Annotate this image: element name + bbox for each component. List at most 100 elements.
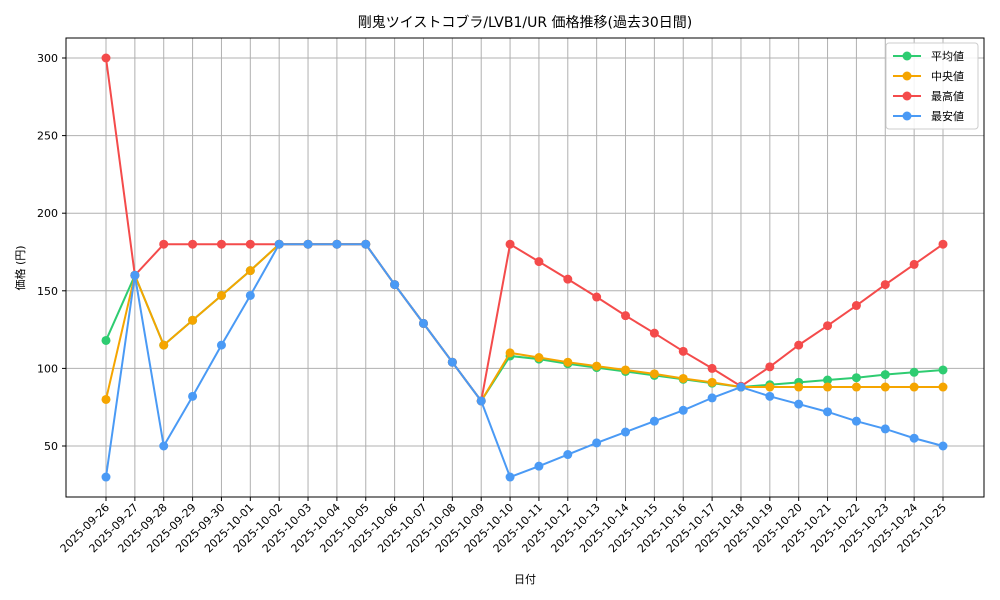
data-point bbox=[246, 266, 255, 275]
data-point bbox=[881, 383, 890, 392]
data-point bbox=[102, 395, 111, 404]
data-point bbox=[390, 280, 399, 289]
data-point bbox=[361, 240, 370, 249]
legend-marker-icon bbox=[903, 52, 912, 61]
data-point bbox=[563, 450, 572, 459]
data-point bbox=[881, 424, 890, 433]
data-point bbox=[159, 341, 168, 350]
data-point bbox=[852, 373, 861, 382]
y-tick-label: 150 bbox=[37, 285, 58, 298]
data-point bbox=[130, 271, 139, 280]
data-point bbox=[939, 442, 948, 451]
legend-label: 中央値 bbox=[931, 70, 964, 83]
legend-marker-icon bbox=[903, 72, 912, 81]
data-point bbox=[852, 383, 861, 392]
x-axis-ticks: 2025-09-262025-09-272025-09-282025-09-29… bbox=[58, 497, 949, 555]
data-point bbox=[939, 240, 948, 249]
y-tick-label: 300 bbox=[37, 52, 58, 65]
data-point bbox=[246, 240, 255, 249]
data-point bbox=[650, 329, 659, 338]
legend-marker-icon bbox=[903, 112, 912, 121]
y-tick-label: 250 bbox=[37, 130, 58, 143]
data-point bbox=[621, 428, 630, 437]
line-chart: 剛鬼ツイストコブラ/LVB1/UR 価格推移(過去30日間) 50 100 150 2… bbox=[0, 0, 1000, 600]
data-point bbox=[765, 383, 774, 392]
data-point bbox=[506, 348, 515, 357]
chart-title: 剛鬼ツイストコブラ/LVB1/UR 価格推移(過去30日間) bbox=[358, 14, 693, 31]
data-point bbox=[852, 301, 861, 310]
data-point bbox=[881, 370, 890, 379]
data-point bbox=[217, 240, 226, 249]
data-point bbox=[102, 336, 111, 345]
y-tick-label: 100 bbox=[37, 362, 58, 375]
data-point bbox=[679, 347, 688, 356]
data-point bbox=[650, 369, 659, 378]
data-point bbox=[939, 383, 948, 392]
data-point bbox=[563, 275, 572, 284]
data-point bbox=[910, 383, 919, 392]
plot-frame bbox=[66, 38, 984, 497]
data-point bbox=[563, 358, 572, 367]
data-point bbox=[534, 462, 543, 471]
data-point bbox=[217, 341, 226, 350]
legend-label: 最安値 bbox=[931, 109, 964, 123]
data-point bbox=[910, 434, 919, 443]
data-point bbox=[534, 257, 543, 266]
series-line bbox=[102, 240, 948, 406]
data-point bbox=[188, 240, 197, 249]
data-point bbox=[592, 293, 601, 302]
data-point bbox=[246, 291, 255, 300]
data-point bbox=[765, 392, 774, 401]
data-point bbox=[304, 240, 313, 249]
data-point bbox=[939, 365, 948, 374]
data-point bbox=[188, 316, 197, 325]
data-point bbox=[823, 321, 832, 330]
legend-label: 平均値 bbox=[931, 50, 964, 63]
y-tick-label: 50 bbox=[44, 440, 58, 453]
data-point bbox=[852, 417, 861, 426]
data-point bbox=[823, 383, 832, 392]
data-point bbox=[332, 240, 341, 249]
data-point bbox=[794, 400, 803, 409]
legend-label: 最高値 bbox=[931, 89, 964, 103]
data-point bbox=[794, 383, 803, 392]
data-point bbox=[506, 240, 515, 249]
data-point bbox=[708, 378, 717, 387]
y-tick-label: 200 bbox=[37, 207, 58, 220]
series-line bbox=[102, 240, 948, 482]
data-series bbox=[102, 54, 948, 482]
data-point bbox=[765, 362, 774, 371]
legend-marker-icon bbox=[903, 92, 912, 101]
data-point bbox=[592, 438, 601, 447]
grid-lines bbox=[66, 38, 984, 497]
data-point bbox=[679, 374, 688, 383]
data-point bbox=[881, 280, 890, 289]
data-point bbox=[910, 260, 919, 269]
data-point bbox=[650, 417, 659, 426]
data-point bbox=[794, 341, 803, 350]
data-point bbox=[217, 291, 226, 300]
data-point bbox=[736, 383, 745, 392]
legend: 平均値中央値最高値最安値 bbox=[886, 43, 978, 129]
data-point bbox=[448, 358, 457, 367]
data-point bbox=[592, 362, 601, 371]
data-point bbox=[159, 240, 168, 249]
series-line bbox=[102, 54, 948, 406]
x-axis-label: 日付 bbox=[514, 573, 536, 586]
data-point bbox=[708, 393, 717, 402]
data-point bbox=[102, 473, 111, 482]
data-point bbox=[823, 407, 832, 416]
data-point bbox=[506, 473, 515, 482]
y-axis-label: 価格 (円) bbox=[13, 245, 27, 290]
data-point bbox=[708, 364, 717, 373]
data-point bbox=[910, 368, 919, 377]
data-point bbox=[159, 442, 168, 451]
data-point bbox=[275, 240, 284, 249]
data-point bbox=[534, 353, 543, 362]
data-point bbox=[621, 365, 630, 374]
data-point bbox=[188, 392, 197, 401]
data-point bbox=[621, 311, 630, 320]
data-point bbox=[679, 406, 688, 415]
y-axis-ticks: 50 100 150 200 250 300 bbox=[37, 52, 66, 453]
data-point bbox=[477, 396, 486, 405]
